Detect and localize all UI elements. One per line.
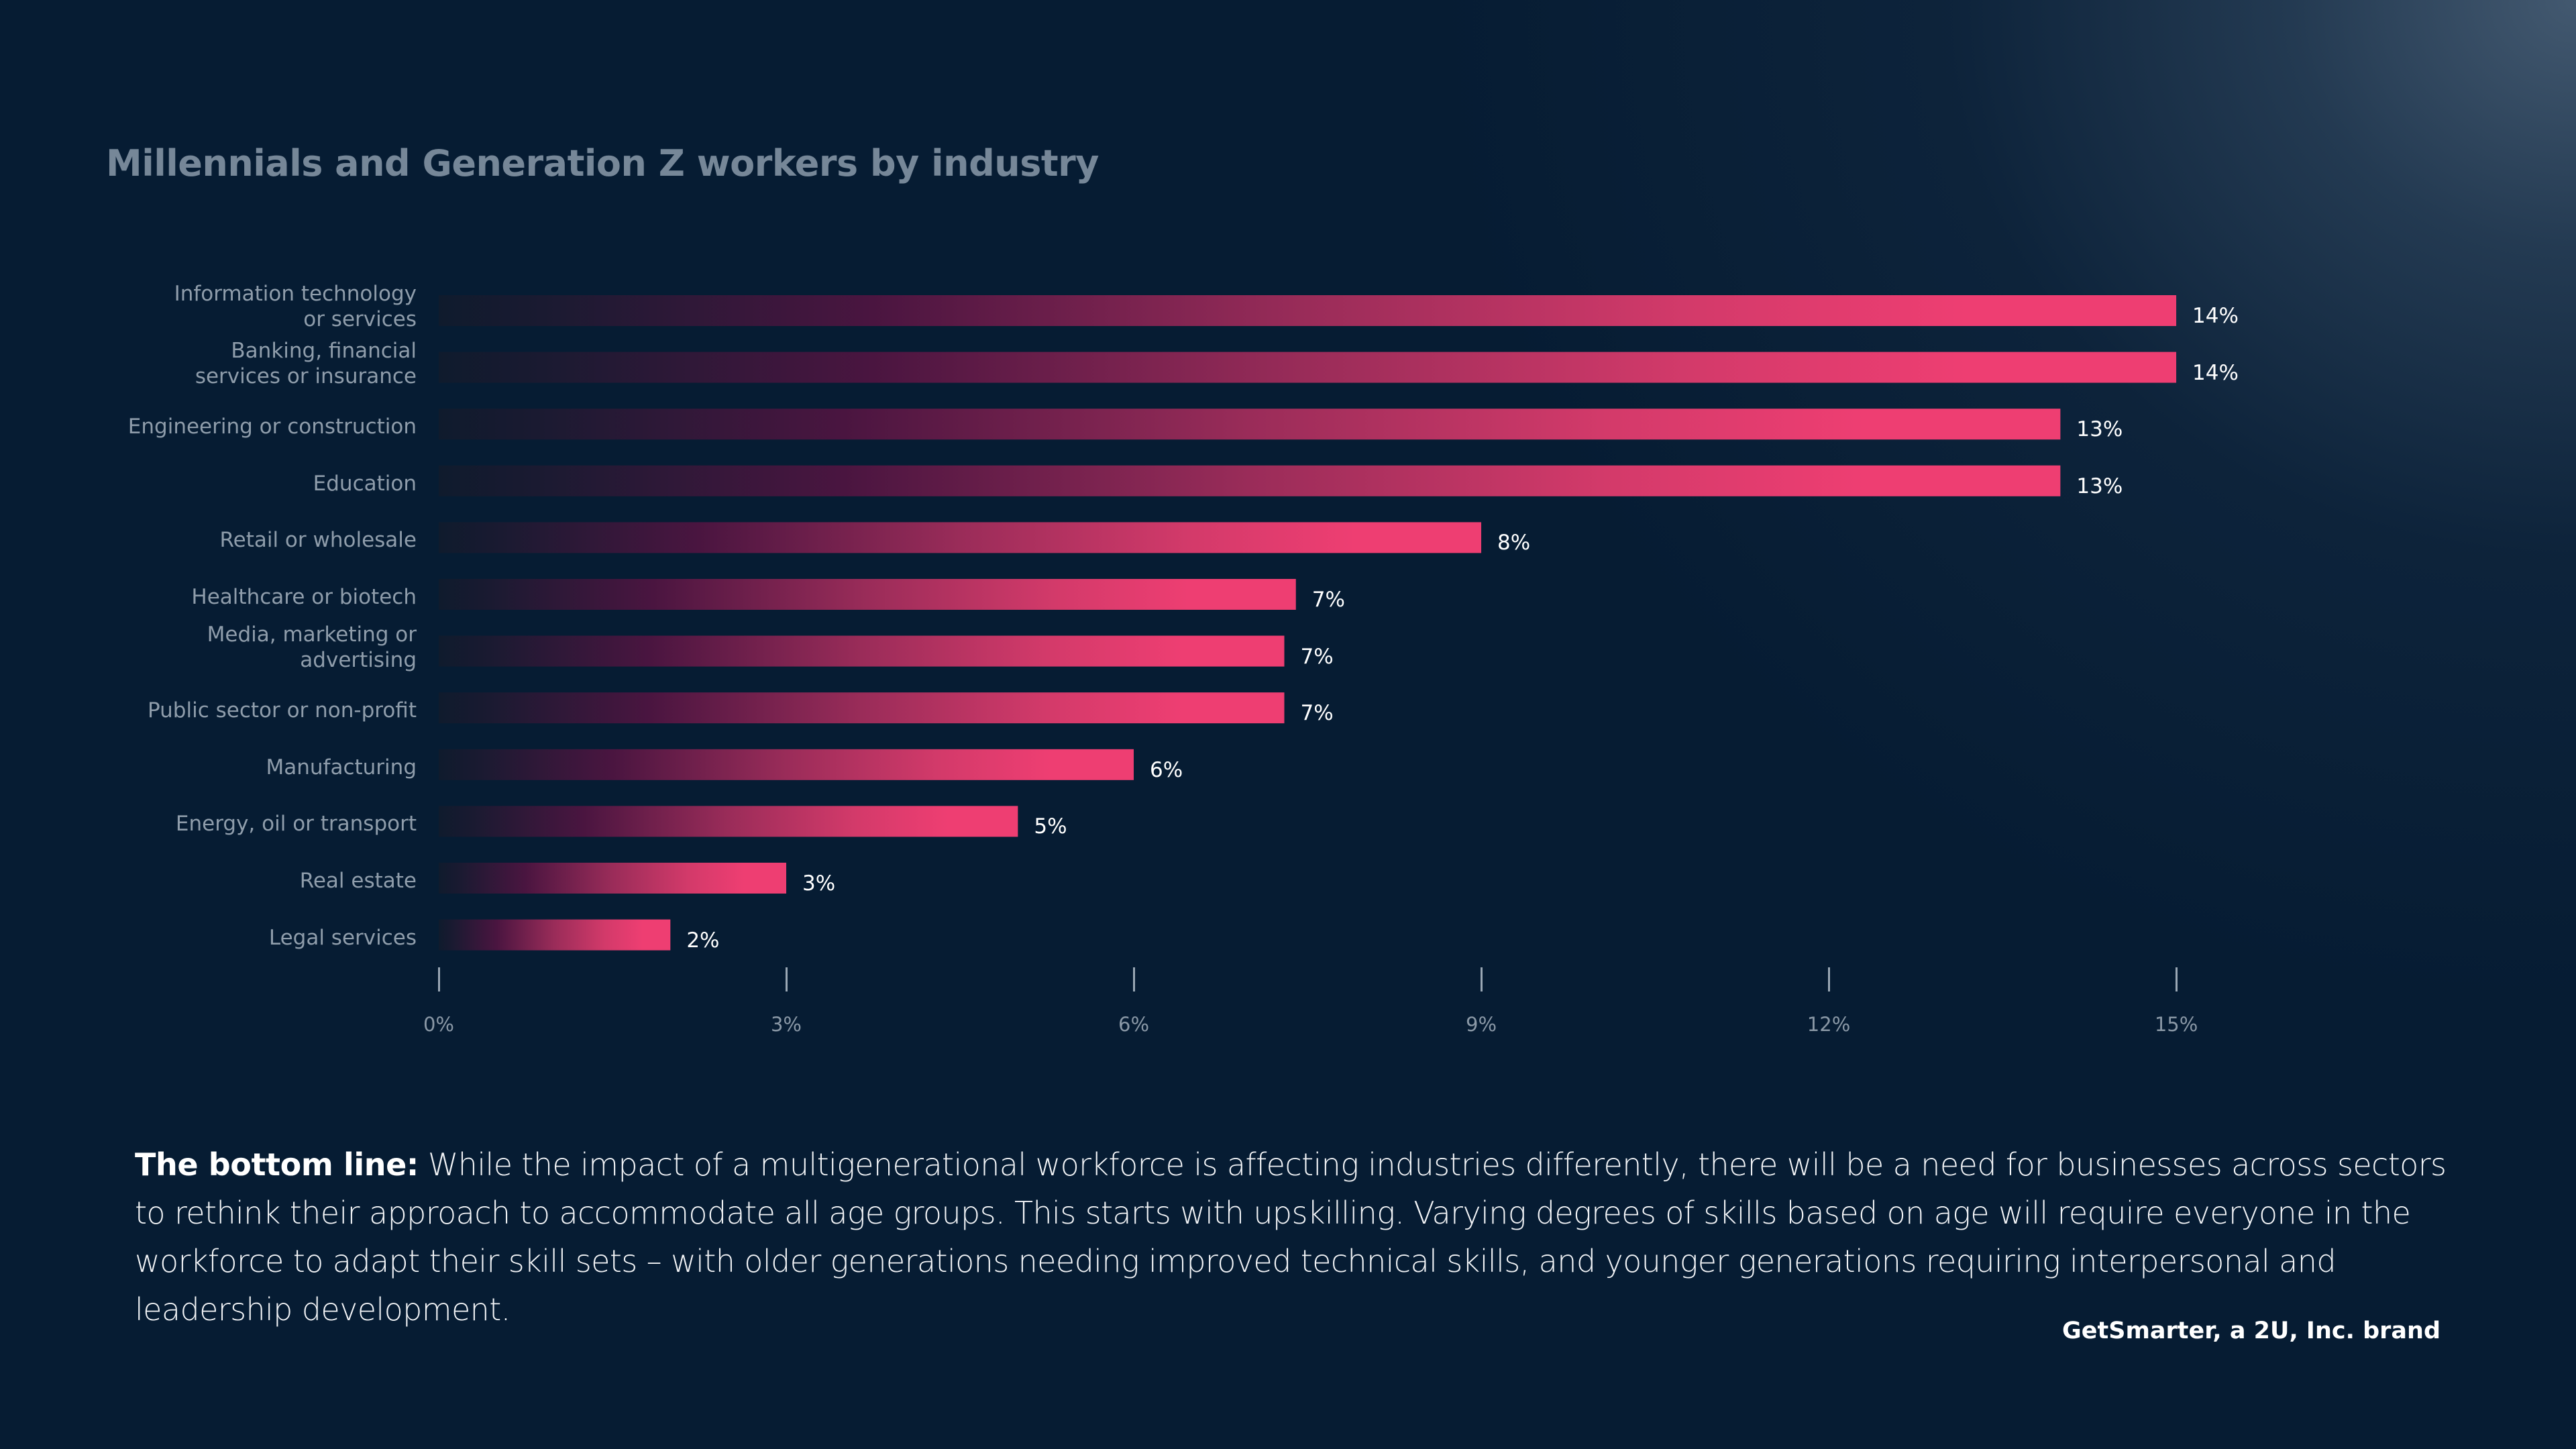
bottom-line-paragraph: The bottom line: While the impact of a m… xyxy=(135,1140,2449,1334)
value-label: 2% xyxy=(686,928,720,953)
category-label: Legal services xyxy=(268,925,417,950)
chart-title: Millennials and Generation Z workers by … xyxy=(106,142,1099,184)
value-label: 6% xyxy=(1150,757,1183,782)
value-label: 7% xyxy=(1300,701,1334,726)
bar-chart: Information technology or services Bankin… xyxy=(127,282,2239,1036)
category-label: Banking, financial services or insurance xyxy=(195,338,417,388)
bar-4 xyxy=(439,522,1482,553)
value-label: 5% xyxy=(1034,814,1067,839)
bottom-line-body: While the impact of a multigenerational … xyxy=(135,1146,2447,1328)
category-label: Information technology or services xyxy=(174,282,417,331)
category-label: Education xyxy=(313,471,417,496)
category-label: Media, marketing or advertising xyxy=(207,622,417,672)
x-tick xyxy=(1132,967,1135,991)
x-tick xyxy=(1827,967,1830,991)
bar-7 xyxy=(439,692,1285,724)
bar-1 xyxy=(439,352,2177,383)
bar-6 xyxy=(439,635,1285,667)
chart-bars-svg xyxy=(439,295,2177,951)
bar-3 xyxy=(439,465,2061,496)
bar-0 xyxy=(439,295,2177,326)
x-tick xyxy=(1480,967,1483,991)
bar-9 xyxy=(439,806,1018,837)
value-label: 3% xyxy=(802,871,836,896)
bar-8 xyxy=(439,749,1134,780)
x-tick-label: 9% xyxy=(1466,1013,1497,1036)
x-tick-label: 0% xyxy=(423,1013,454,1036)
value-label: 13% xyxy=(2076,417,2123,442)
brand-credit: GetSmarter, a 2U, Inc. brand xyxy=(2062,1318,2440,1344)
bar-5 xyxy=(439,579,1296,610)
x-tick xyxy=(2175,967,2178,991)
bottom-line-lead: The bottom line: xyxy=(135,1146,419,1183)
category-label: Energy, oil or transport xyxy=(175,812,417,837)
x-tick xyxy=(785,967,788,991)
category-label: Retail or wholesale xyxy=(219,528,417,553)
value-label: 13% xyxy=(2076,474,2123,498)
category-label: Engineering or construction xyxy=(127,415,417,439)
category-label: Real estate xyxy=(299,869,417,893)
value-label: 7% xyxy=(1300,644,1334,669)
value-label: 8% xyxy=(1497,531,1531,555)
value-label: 14% xyxy=(2192,360,2239,385)
bars-group xyxy=(439,295,2177,951)
bar-10 xyxy=(439,863,787,894)
category-label: Public sector or non-profit xyxy=(148,698,417,723)
value-label: 14% xyxy=(2192,304,2239,328)
category-label: Manufacturing xyxy=(266,755,417,780)
value-label: 7% xyxy=(1311,588,1345,612)
x-tick-label: 12% xyxy=(1807,1013,1851,1036)
x-tick xyxy=(437,967,440,991)
bar-2 xyxy=(439,409,2061,440)
x-tick-label: 6% xyxy=(1118,1013,1150,1036)
x-tick-label: 15% xyxy=(2154,1013,2198,1036)
x-tick-label: 3% xyxy=(770,1013,802,1036)
bar-11 xyxy=(439,919,671,951)
category-label: Healthcare or biotech xyxy=(191,585,417,609)
